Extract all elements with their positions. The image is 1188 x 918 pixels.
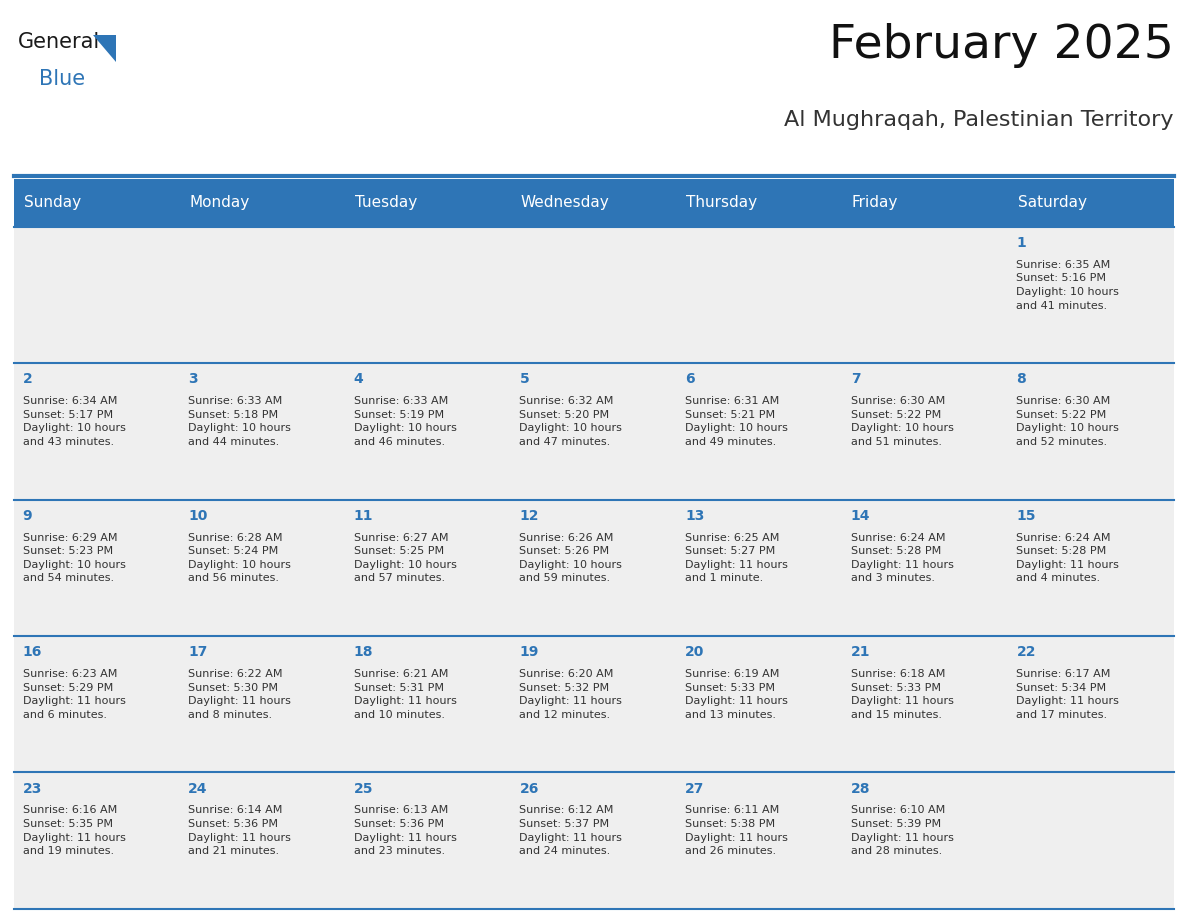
Text: 22: 22 bbox=[1017, 645, 1036, 659]
Text: 1: 1 bbox=[1017, 236, 1026, 250]
Text: 6: 6 bbox=[685, 373, 695, 386]
Text: 11: 11 bbox=[354, 509, 373, 522]
Text: 24: 24 bbox=[188, 781, 208, 796]
Text: Sunrise: 6:14 AM
Sunset: 5:36 PM
Daylight: 11 hours
and 21 minutes.: Sunrise: 6:14 AM Sunset: 5:36 PM Dayligh… bbox=[188, 805, 291, 856]
Polygon shape bbox=[93, 35, 116, 62]
Text: 23: 23 bbox=[23, 781, 42, 796]
Text: Sunrise: 6:32 AM
Sunset: 5:20 PM
Daylight: 10 hours
and 47 minutes.: Sunrise: 6:32 AM Sunset: 5:20 PM Dayligh… bbox=[519, 397, 623, 447]
Text: Sunrise: 6:20 AM
Sunset: 5:32 PM
Daylight: 11 hours
and 12 minutes.: Sunrise: 6:20 AM Sunset: 5:32 PM Dayligh… bbox=[519, 669, 623, 720]
Text: 2: 2 bbox=[23, 373, 32, 386]
Text: Friday: Friday bbox=[852, 196, 898, 210]
Text: 15: 15 bbox=[1017, 509, 1036, 522]
Text: Sunrise: 6:30 AM
Sunset: 5:22 PM
Daylight: 10 hours
and 52 minutes.: Sunrise: 6:30 AM Sunset: 5:22 PM Dayligh… bbox=[1017, 397, 1119, 447]
Text: 5: 5 bbox=[519, 373, 529, 386]
Text: 28: 28 bbox=[851, 781, 871, 796]
Bar bbox=[14, 227, 1174, 364]
Text: Blue: Blue bbox=[39, 69, 86, 89]
Text: Sunrise: 6:25 AM
Sunset: 5:27 PM
Daylight: 11 hours
and 1 minute.: Sunrise: 6:25 AM Sunset: 5:27 PM Dayligh… bbox=[685, 532, 788, 584]
Bar bbox=[14, 499, 1174, 636]
Text: Sunrise: 6:12 AM
Sunset: 5:37 PM
Daylight: 11 hours
and 24 minutes.: Sunrise: 6:12 AM Sunset: 5:37 PM Dayligh… bbox=[519, 805, 623, 856]
Text: Sunrise: 6:11 AM
Sunset: 5:38 PM
Daylight: 11 hours
and 26 minutes.: Sunrise: 6:11 AM Sunset: 5:38 PM Dayligh… bbox=[685, 805, 788, 856]
Text: Sunrise: 6:26 AM
Sunset: 5:26 PM
Daylight: 10 hours
and 59 minutes.: Sunrise: 6:26 AM Sunset: 5:26 PM Dayligh… bbox=[519, 532, 623, 584]
Text: Sunrise: 6:31 AM
Sunset: 5:21 PM
Daylight: 10 hours
and 49 minutes.: Sunrise: 6:31 AM Sunset: 5:21 PM Dayligh… bbox=[685, 397, 788, 447]
Text: Sunrise: 6:29 AM
Sunset: 5:23 PM
Daylight: 10 hours
and 54 minutes.: Sunrise: 6:29 AM Sunset: 5:23 PM Dayligh… bbox=[23, 532, 126, 584]
Text: 4: 4 bbox=[354, 373, 364, 386]
Text: Sunrise: 6:21 AM
Sunset: 5:31 PM
Daylight: 11 hours
and 10 minutes.: Sunrise: 6:21 AM Sunset: 5:31 PM Dayligh… bbox=[354, 669, 456, 720]
Text: Tuesday: Tuesday bbox=[355, 196, 417, 210]
Text: Sunrise: 6:22 AM
Sunset: 5:30 PM
Daylight: 11 hours
and 8 minutes.: Sunrise: 6:22 AM Sunset: 5:30 PM Dayligh… bbox=[188, 669, 291, 720]
Bar bbox=[14, 364, 1174, 499]
Text: Sunrise: 6:33 AM
Sunset: 5:18 PM
Daylight: 10 hours
and 44 minutes.: Sunrise: 6:33 AM Sunset: 5:18 PM Dayligh… bbox=[188, 397, 291, 447]
Text: Sunrise: 6:34 AM
Sunset: 5:17 PM
Daylight: 10 hours
and 43 minutes.: Sunrise: 6:34 AM Sunset: 5:17 PM Dayligh… bbox=[23, 397, 126, 447]
Text: Al Mughraqah, Palestinian Territory: Al Mughraqah, Palestinian Territory bbox=[784, 110, 1174, 130]
Text: Sunrise: 6:23 AM
Sunset: 5:29 PM
Daylight: 11 hours
and 6 minutes.: Sunrise: 6:23 AM Sunset: 5:29 PM Dayligh… bbox=[23, 669, 126, 720]
Text: 10: 10 bbox=[188, 509, 208, 522]
Bar bbox=[14, 179, 1174, 227]
Text: Sunrise: 6:18 AM
Sunset: 5:33 PM
Daylight: 11 hours
and 15 minutes.: Sunrise: 6:18 AM Sunset: 5:33 PM Dayligh… bbox=[851, 669, 954, 720]
Text: Sunrise: 6:35 AM
Sunset: 5:16 PM
Daylight: 10 hours
and 41 minutes.: Sunrise: 6:35 AM Sunset: 5:16 PM Dayligh… bbox=[1017, 260, 1119, 310]
Text: Saturday: Saturday bbox=[1018, 196, 1087, 210]
Text: Sunrise: 6:10 AM
Sunset: 5:39 PM
Daylight: 11 hours
and 28 minutes.: Sunrise: 6:10 AM Sunset: 5:39 PM Dayligh… bbox=[851, 805, 954, 856]
Text: Sunrise: 6:24 AM
Sunset: 5:28 PM
Daylight: 11 hours
and 3 minutes.: Sunrise: 6:24 AM Sunset: 5:28 PM Dayligh… bbox=[851, 532, 954, 584]
Bar bbox=[14, 636, 1174, 772]
Text: Sunrise: 6:24 AM
Sunset: 5:28 PM
Daylight: 11 hours
and 4 minutes.: Sunrise: 6:24 AM Sunset: 5:28 PM Dayligh… bbox=[1017, 532, 1119, 584]
Text: Sunrise: 6:27 AM
Sunset: 5:25 PM
Daylight: 10 hours
and 57 minutes.: Sunrise: 6:27 AM Sunset: 5:25 PM Dayligh… bbox=[354, 532, 456, 584]
Text: 7: 7 bbox=[851, 373, 860, 386]
Text: Wednesday: Wednesday bbox=[520, 196, 609, 210]
Text: 17: 17 bbox=[188, 645, 208, 659]
Text: Sunrise: 6:28 AM
Sunset: 5:24 PM
Daylight: 10 hours
and 56 minutes.: Sunrise: 6:28 AM Sunset: 5:24 PM Dayligh… bbox=[188, 532, 291, 584]
Text: Sunday: Sunday bbox=[24, 196, 81, 210]
Text: Sunrise: 6:16 AM
Sunset: 5:35 PM
Daylight: 11 hours
and 19 minutes.: Sunrise: 6:16 AM Sunset: 5:35 PM Dayligh… bbox=[23, 805, 126, 856]
Text: 18: 18 bbox=[354, 645, 373, 659]
Text: Sunrise: 6:13 AM
Sunset: 5:36 PM
Daylight: 11 hours
and 23 minutes.: Sunrise: 6:13 AM Sunset: 5:36 PM Dayligh… bbox=[354, 805, 456, 856]
Text: 14: 14 bbox=[851, 509, 871, 522]
Text: Sunrise: 6:30 AM
Sunset: 5:22 PM
Daylight: 10 hours
and 51 minutes.: Sunrise: 6:30 AM Sunset: 5:22 PM Dayligh… bbox=[851, 397, 954, 447]
Text: 16: 16 bbox=[23, 645, 42, 659]
Text: 25: 25 bbox=[354, 781, 373, 796]
Text: February 2025: February 2025 bbox=[829, 23, 1174, 68]
Bar bbox=[14, 772, 1174, 909]
Text: Monday: Monday bbox=[189, 196, 249, 210]
Text: 9: 9 bbox=[23, 509, 32, 522]
Text: Sunrise: 6:33 AM
Sunset: 5:19 PM
Daylight: 10 hours
and 46 minutes.: Sunrise: 6:33 AM Sunset: 5:19 PM Dayligh… bbox=[354, 397, 456, 447]
Text: 12: 12 bbox=[519, 509, 539, 522]
Text: 20: 20 bbox=[685, 645, 704, 659]
Text: General: General bbox=[18, 32, 100, 52]
Text: 13: 13 bbox=[685, 509, 704, 522]
Text: 26: 26 bbox=[519, 781, 539, 796]
Text: 8: 8 bbox=[1017, 373, 1026, 386]
Text: 3: 3 bbox=[188, 373, 198, 386]
Text: 21: 21 bbox=[851, 645, 871, 659]
Text: 27: 27 bbox=[685, 781, 704, 796]
Text: Sunrise: 6:19 AM
Sunset: 5:33 PM
Daylight: 11 hours
and 13 minutes.: Sunrise: 6:19 AM Sunset: 5:33 PM Dayligh… bbox=[685, 669, 788, 720]
Text: Thursday: Thursday bbox=[687, 196, 758, 210]
Text: 19: 19 bbox=[519, 645, 539, 659]
Text: Sunrise: 6:17 AM
Sunset: 5:34 PM
Daylight: 11 hours
and 17 minutes.: Sunrise: 6:17 AM Sunset: 5:34 PM Dayligh… bbox=[1017, 669, 1119, 720]
